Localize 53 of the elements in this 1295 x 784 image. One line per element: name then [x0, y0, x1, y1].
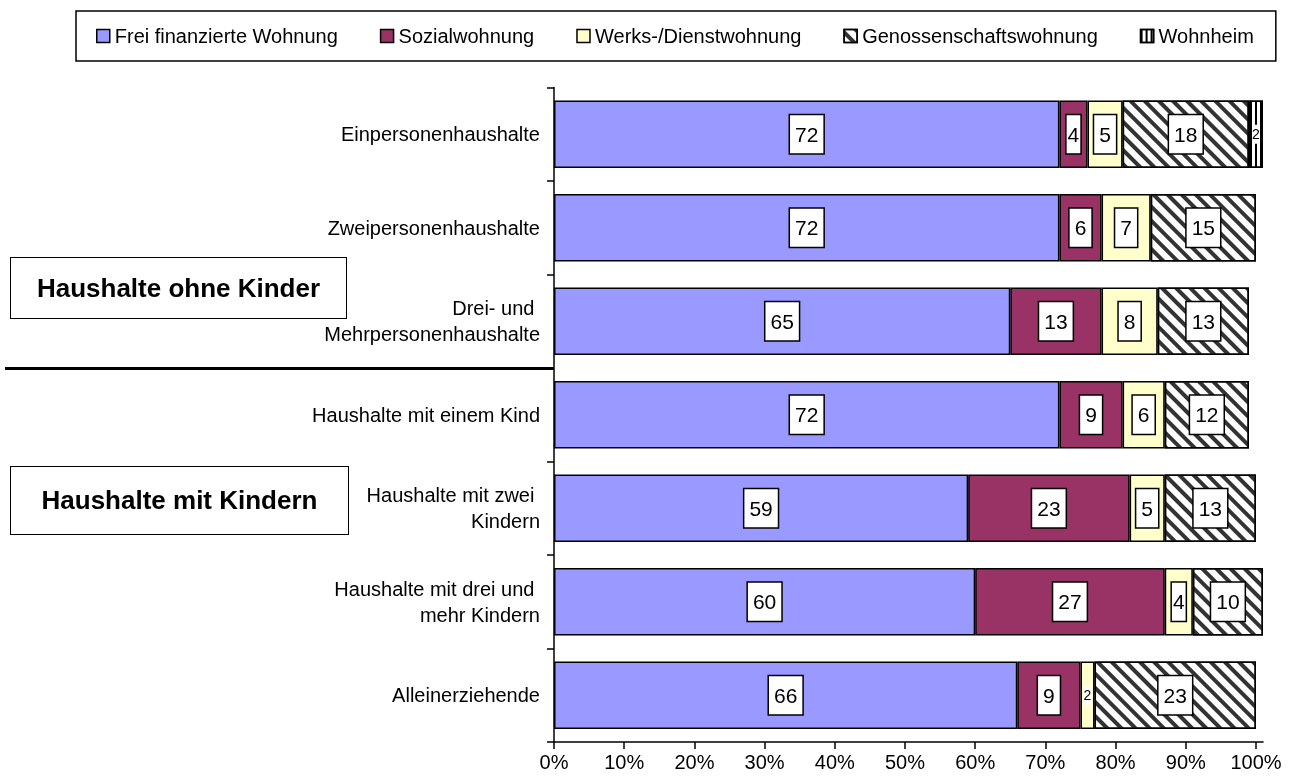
x-tick-label: 30%	[744, 751, 785, 773]
data-label: 5	[1099, 122, 1111, 146]
x-tick-label: 20%	[674, 751, 715, 773]
x-tick-label: 100%	[1230, 751, 1282, 773]
x-tick-label: 70%	[1025, 751, 1066, 773]
data-label: 27	[1058, 590, 1082, 614]
legend-label: Sozialwohnung	[398, 25, 535, 47]
data-label: 23	[1163, 683, 1187, 707]
legend-label: Genossenschaftswohnung	[862, 25, 1098, 47]
data-label: 9	[1043, 683, 1055, 707]
data-label: 72	[795, 122, 819, 146]
x-tick-label: 80%	[1095, 751, 1136, 773]
x-tick-label: 40%	[814, 751, 856, 773]
data-label: 4	[1067, 122, 1080, 146]
legend-label: Werks-/Dienstwohnung	[594, 25, 802, 47]
y-tick-label: Haushalte mit einem Kind	[312, 403, 540, 426]
data-label: 13	[1198, 496, 1223, 520]
data-label: 23	[1037, 496, 1061, 520]
y-tick-label: Zweipersonenhaushalte	[327, 216, 540, 239]
y-tick-label: Haushalte mit drei und mehr Kindern	[334, 577, 540, 626]
data-label: 4	[1172, 590, 1185, 614]
legend-label: Frei finanzierte Wohnung	[114, 25, 338, 47]
data-label: 2	[1252, 126, 1261, 143]
y-tick-label: Einpersonenhaushalte	[340, 123, 540, 146]
x-tick-label: 60%	[955, 751, 996, 773]
data-label: 18	[1174, 122, 1198, 146]
data-label: 60	[752, 590, 777, 614]
legend-label: Wohnheim	[1158, 25, 1254, 47]
data-label: 59	[749, 496, 773, 520]
data-label: 66	[773, 683, 798, 707]
data-label: 12	[1195, 403, 1219, 427]
x-tick-label: 0%	[539, 751, 569, 773]
data-label: 72	[795, 403, 819, 427]
data-label: 15	[1191, 216, 1216, 240]
x-tick-label: 10%	[604, 751, 645, 773]
text: Haushalte mit Kindern	[10, 466, 349, 535]
data-label: 13	[1044, 309, 1068, 333]
y-tick-label: Haushalte mit zwei Kindern	[366, 484, 540, 533]
data-label: 13	[1191, 309, 1216, 333]
data-label: 2	[1083, 687, 1092, 704]
data-label: 10	[1216, 590, 1240, 614]
data-label: 6	[1074, 216, 1087, 240]
data-label: 9	[1085, 403, 1097, 427]
x-tick-label: 50%	[884, 751, 926, 773]
data-label: 6	[1137, 403, 1150, 427]
x-tick-label: 90%	[1165, 751, 1207, 773]
data-label: 7	[1120, 216, 1132, 240]
data-label: 5	[1141, 496, 1154, 520]
data-label: 8	[1123, 309, 1136, 333]
text: Haushalte ohne Kinder	[10, 257, 347, 319]
data-label: 72	[795, 216, 819, 240]
data-label: 65	[770, 309, 794, 333]
y-tick-label: Alleinerziehende	[392, 684, 540, 707]
